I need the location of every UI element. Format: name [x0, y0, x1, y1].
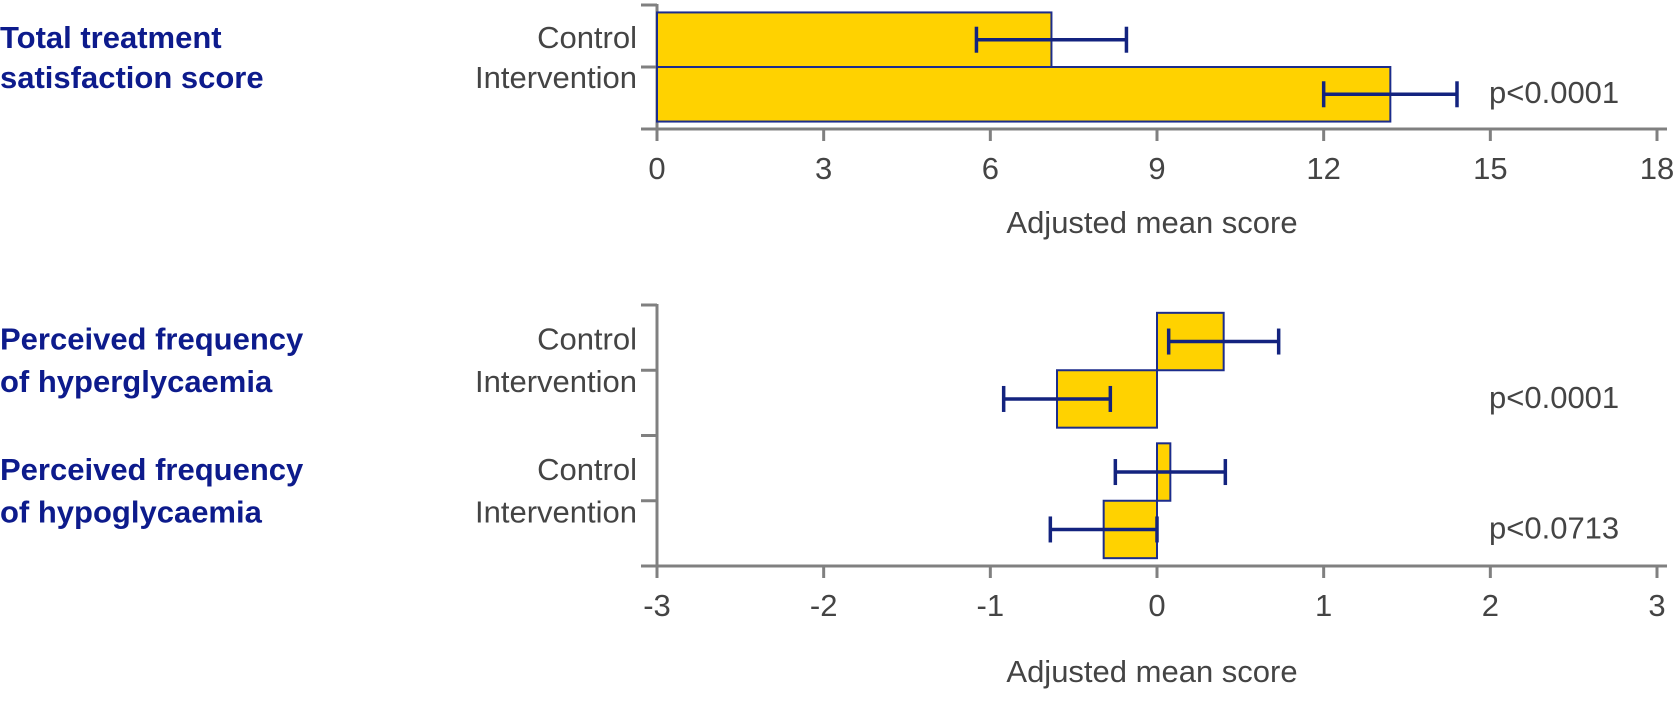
group-title: of hypoglycaemia: [0, 495, 263, 530]
x-tick-label: 3: [815, 151, 832, 186]
error-bar: [974, 26, 1129, 53]
error-bar: [1166, 328, 1281, 355]
category-label: Intervention: [475, 60, 637, 95]
x-axis-label: Adjusted mean score: [1006, 654, 1297, 689]
x-tick-label: 15: [1473, 151, 1507, 186]
group-title: Total treatment: [0, 20, 222, 55]
p-value: p<0.0001: [1489, 75, 1619, 110]
category-label: Control: [537, 20, 637, 55]
x-tick-label: -2: [810, 588, 838, 623]
category-label: Intervention: [475, 495, 637, 530]
error-bar: [1113, 459, 1228, 486]
x-tick-label: 0: [1148, 588, 1165, 623]
bar: [656, 66, 1392, 123]
error-bar: [1048, 516, 1159, 543]
error-bar: [1001, 385, 1113, 412]
x-tick-label: 1: [1315, 588, 1332, 623]
x-tick-label: -1: [977, 588, 1005, 623]
group-title: satisfaction score: [0, 60, 264, 95]
x-tick-label: 2: [1482, 588, 1499, 623]
x-tick-label: -3: [643, 588, 671, 623]
x-tick-label: 6: [982, 151, 999, 186]
p-value: p<0.0713: [1489, 510, 1619, 545]
error-bar: [1321, 81, 1459, 108]
category-label: Intervention: [475, 364, 637, 399]
p-value: p<0.0001: [1489, 380, 1619, 415]
x-tick-label: 12: [1306, 151, 1340, 186]
x-tick-label: 0: [648, 151, 665, 186]
x-tick-label: 18: [1640, 151, 1674, 186]
group-title: Perceived frequency: [0, 452, 304, 487]
category-label: Control: [537, 322, 637, 357]
category-label: Control: [537, 452, 637, 487]
x-axis-label: Adjusted mean score: [1006, 205, 1297, 240]
group-title: of hyperglycaemia: [0, 364, 273, 399]
x-tick-label: 9: [1148, 151, 1165, 186]
group-title: Perceived frequency: [0, 322, 304, 357]
x-tick-label: 3: [1648, 588, 1665, 623]
